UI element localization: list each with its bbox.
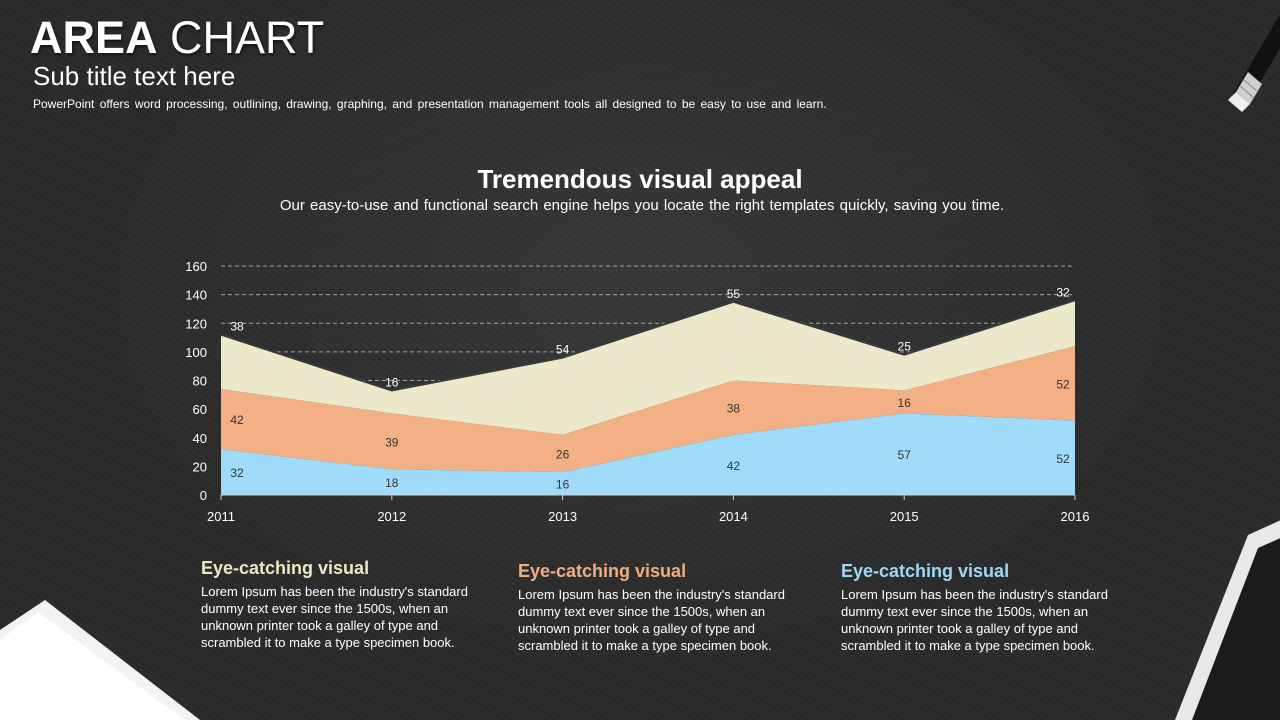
slide-subtitle: Sub title text here: [33, 61, 236, 91]
data-label: 52: [1056, 377, 1070, 391]
y-tick-label: 160: [185, 259, 207, 274]
y-tick-label: 40: [193, 431, 207, 446]
y-tick-label: 60: [193, 402, 207, 417]
info-card-1: Eye-catching visual Lorem Ipsum has been…: [201, 557, 481, 651]
area-series-2: [221, 346, 1075, 473]
data-label: 54: [556, 343, 570, 357]
data-label: 42: [230, 413, 244, 427]
pencil-icon: [1228, 16, 1280, 112]
data-label: 16: [556, 478, 570, 492]
data-label: 55: [727, 287, 741, 301]
data-label: 57: [898, 448, 912, 462]
x-tick-label: 2014: [719, 509, 748, 524]
y-tick-label: 20: [193, 459, 207, 474]
data-label: 26: [556, 447, 570, 461]
info-card-2: Eye-catching visual Lorem Ipsum has been…: [518, 560, 788, 654]
chart-heading: Tremendous visual appeal: [477, 164, 803, 194]
page-number: 9: [22, 684, 31, 701]
data-label: 18: [385, 476, 399, 490]
card-text: Lorem Ipsum has been the industry's stan…: [841, 587, 1108, 653]
data-label: 42: [727, 459, 741, 473]
y-tick-label: 140: [185, 288, 207, 303]
slide-title-rest: CHART: [170, 12, 325, 63]
card-text: Lorem Ipsum has been the industry's stan…: [201, 584, 468, 650]
data-label: 32: [230, 466, 244, 480]
area-top-edge: [220, 299, 1076, 392]
x-tick-label: 2016: [1061, 509, 1090, 524]
card-text: Lorem Ipsum has been the industry's stan…: [518, 587, 785, 653]
y-tick-label: 0: [200, 488, 207, 503]
data-label: 38: [230, 320, 244, 334]
data-label: 39: [385, 435, 399, 449]
x-tick-label: 2013: [548, 509, 577, 524]
y-tick-label: 100: [185, 345, 207, 360]
y-tick-label: 80: [193, 374, 207, 389]
slide-title-bold: AREA: [30, 12, 158, 63]
chart-subheading: Our easy-to-use and functional search en…: [279, 197, 1005, 214]
info-card-3: Eye-catching visual Lorem Ipsum has been…: [841, 560, 1111, 654]
data-label: 32: [1056, 285, 1070, 299]
slide-description: PowerPoint offers word processing, outli…: [33, 97, 827, 111]
notebook-icon: [0, 600, 200, 720]
data-label: 25: [898, 340, 912, 354]
x-tick-label: 2015: [890, 509, 919, 524]
data-label: 52: [1056, 452, 1070, 466]
y-tick-label: 120: [185, 316, 207, 331]
area-series-1: [221, 413, 1075, 495]
data-label: 38: [727, 402, 741, 416]
data-label: 16: [385, 376, 399, 390]
phone-icon: [1175, 520, 1280, 720]
data-label: 16: [898, 396, 912, 410]
area-series-3: [221, 300, 1075, 435]
card-title: Eye-catching visual: [518, 561, 687, 581]
card-title: Eye-catching visual: [841, 561, 1010, 581]
x-tick-label: 2012: [377, 509, 406, 524]
x-tick-label: 2011: [207, 509, 235, 524]
card-title: Eye-catching visual: [201, 558, 370, 578]
slide-title: AREA CHART: [30, 12, 324, 64]
